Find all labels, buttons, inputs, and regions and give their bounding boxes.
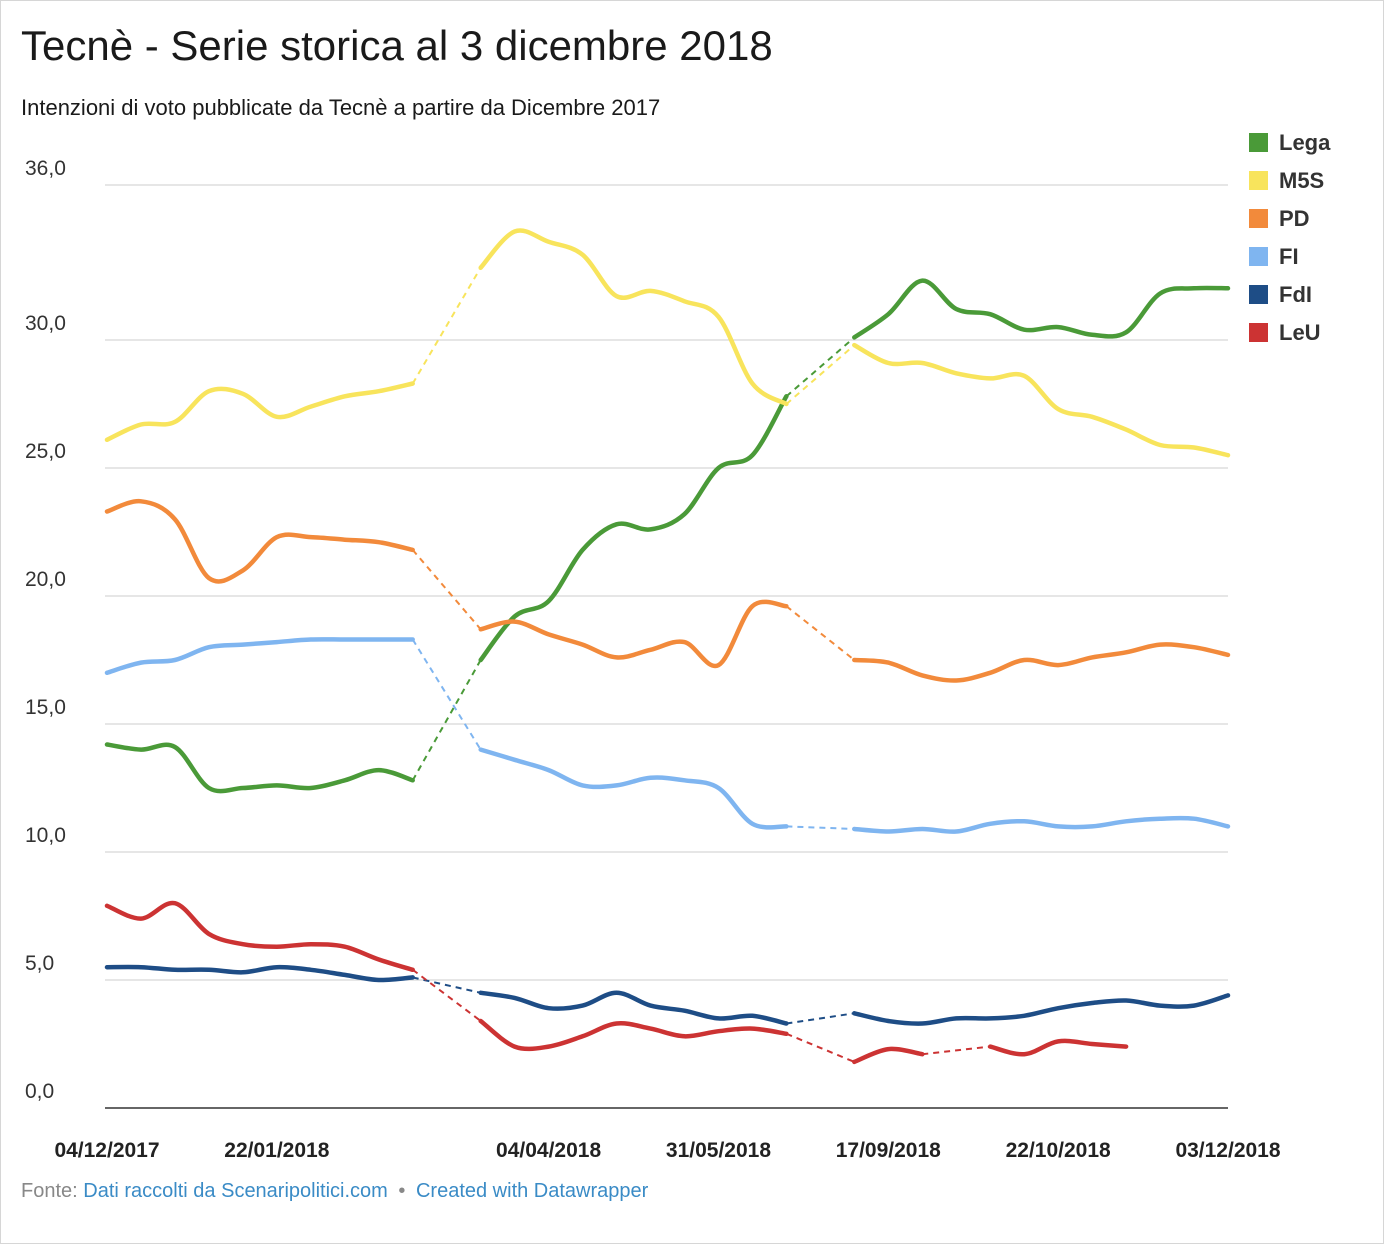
series-gap-connector xyxy=(786,1012,855,1025)
series-gap-connector xyxy=(411,267,482,385)
legend-swatch xyxy=(1249,209,1268,228)
series-gap-connector xyxy=(411,638,482,751)
series-line xyxy=(104,499,415,584)
y-tick-label: 20,0 xyxy=(25,568,66,591)
series-gap-connector xyxy=(412,976,481,994)
series-fdi xyxy=(104,964,1231,1026)
legend-label: FI xyxy=(1279,244,1299,269)
legend-label: LeU xyxy=(1279,320,1321,345)
y-tick-label: 10,0 xyxy=(25,824,66,847)
legend: Lega M5S PD FI FdI LeU xyxy=(1249,130,1331,345)
series-line xyxy=(852,342,1231,458)
series-line xyxy=(852,278,1231,340)
source-link[interactable]: Dati raccolti da Scenaripolitici.com xyxy=(83,1180,388,1202)
x-tick-label: 22/01/2018 xyxy=(224,1139,329,1162)
series-line xyxy=(852,815,1231,834)
series-lega xyxy=(104,278,1231,794)
series-pd xyxy=(104,499,1231,683)
x-axis: 04/12/2017 22/01/2018 04/04/2018 31/05/2018… xyxy=(54,1139,1280,1162)
legend-swatch xyxy=(1249,133,1268,152)
series-line xyxy=(104,964,415,983)
series-line xyxy=(104,637,415,676)
series-gap-connector xyxy=(411,659,482,781)
y-tick-label: 30,0 xyxy=(25,312,66,335)
footer-separator: • xyxy=(398,1180,406,1202)
series-gap-connector xyxy=(785,605,855,661)
series-line xyxy=(852,1046,925,1065)
x-tick-label: 04/12/2017 xyxy=(54,1139,159,1162)
series-lines xyxy=(104,228,1231,1065)
series-line xyxy=(987,1038,1129,1057)
series-fi xyxy=(104,637,1231,834)
legend-label: M5S xyxy=(1279,168,1324,193)
legend-swatch xyxy=(1249,171,1268,190)
legend-label: Lega xyxy=(1279,130,1331,155)
x-tick-label: 22/10/2018 xyxy=(1006,1139,1111,1162)
series-line xyxy=(478,747,789,830)
y-axis: 36,0 30,0 25,0 20,0 15,0 10,0 5,0 0,0 xyxy=(25,157,66,1103)
y-tick-label: 5,0 xyxy=(25,952,54,975)
series-m5s xyxy=(104,228,1231,458)
series-line xyxy=(478,599,789,669)
series-line xyxy=(852,993,1231,1026)
series-gap-connector xyxy=(785,344,855,405)
series-line xyxy=(104,900,415,973)
chart-subtitle: Intenzioni di voto pubblicate da Tecnè a… xyxy=(21,95,661,120)
series-gap-connector xyxy=(786,1032,855,1063)
series-line xyxy=(478,394,789,663)
x-tick-label: 03/12/2018 xyxy=(1175,1139,1280,1162)
legend-label: FdI xyxy=(1279,282,1312,307)
footer-prefix: Fonte: xyxy=(21,1180,78,1202)
series-leu xyxy=(104,900,1129,1065)
series-line xyxy=(478,228,789,407)
chart-title: Tecnè - Serie storica al 3 dicembre 2018 xyxy=(21,22,773,69)
series-gap-connector xyxy=(411,549,482,630)
series-gap-connector xyxy=(922,1045,991,1056)
series-gap-connector xyxy=(785,336,855,398)
x-tick-label: 17/09/2018 xyxy=(836,1139,941,1162)
series-line xyxy=(852,642,1231,683)
series-gap-connector xyxy=(412,968,482,1022)
footer: Fonte: Dati raccolti da Scenaripolitici.… xyxy=(21,1180,648,1203)
y-tick-label: 15,0 xyxy=(25,696,66,719)
y-tick-label: 0,0 xyxy=(25,1080,54,1103)
series-gap-connector xyxy=(786,825,855,830)
series-line xyxy=(104,742,415,794)
legend-label: PD xyxy=(1279,206,1310,231)
series-line xyxy=(104,381,415,443)
legend-swatch xyxy=(1249,285,1268,304)
legend-swatch xyxy=(1249,247,1268,266)
x-tick-label: 04/04/2018 xyxy=(496,1139,601,1162)
series-line xyxy=(478,1018,789,1052)
series-line xyxy=(478,990,789,1026)
grid-lines xyxy=(105,184,1228,1109)
y-tick-label: 25,0 xyxy=(25,440,66,463)
datawrapper-link[interactable]: Created with Datawrapper xyxy=(415,1180,649,1202)
legend-swatch xyxy=(1249,323,1268,342)
x-tick-label: 31/05/2018 xyxy=(666,1139,771,1162)
y-tick-label: 36,0 xyxy=(25,157,66,180)
